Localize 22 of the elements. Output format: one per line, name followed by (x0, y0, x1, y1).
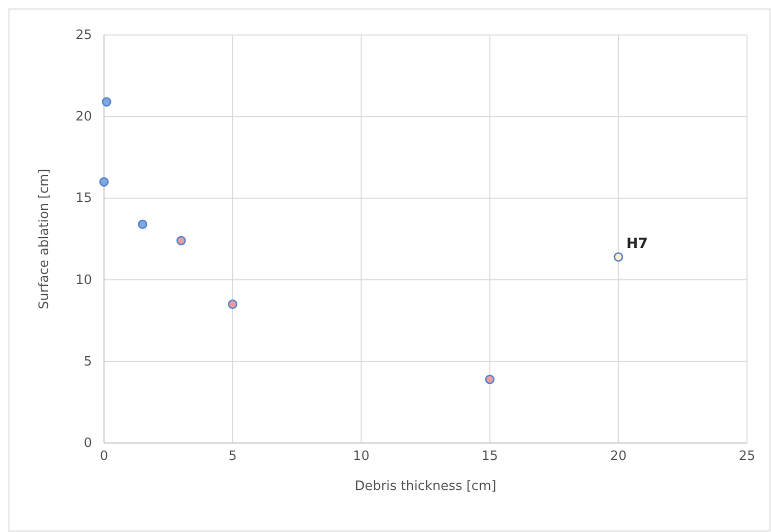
y-tick-label: 5 (84, 354, 92, 370)
x-tick-label: 5 (228, 449, 237, 464)
y-tick-label: 20 (75, 110, 92, 125)
annotation: H7 (626, 236, 648, 252)
x-axis-title: Debris thickness [cm] (354, 479, 496, 494)
point (138, 220, 148, 230)
point (485, 374, 495, 384)
point (228, 300, 238, 310)
x-tick-label: 0 (100, 449, 108, 464)
point (176, 236, 186, 246)
y-tick-label: 25 (75, 28, 92, 43)
x-tick-label: 25 (738, 449, 756, 464)
y-tick-label: 15 (75, 191, 92, 206)
point (102, 97, 112, 107)
point (99, 177, 109, 187)
x-tick-label: 10 (352, 449, 370, 464)
y-tick-label: 0 (84, 436, 92, 451)
y-axis-title: Surface ablation [cm] (37, 168, 52, 310)
y-tick-label: 10 (75, 272, 92, 288)
point (614, 252, 624, 262)
x-tick-label: 15 (482, 449, 498, 464)
x-tick-label: 20 (610, 449, 627, 464)
